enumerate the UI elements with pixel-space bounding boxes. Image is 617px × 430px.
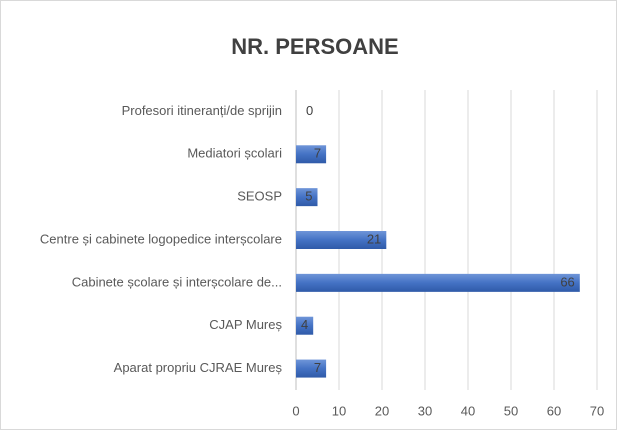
x-tick-label: 10	[332, 403, 346, 418]
y-tick-label: Profesori itineranți/de sprijin	[122, 103, 282, 118]
x-tick-label: 40	[461, 403, 475, 418]
data-label: 7	[314, 360, 321, 375]
data-label: 0	[306, 103, 313, 118]
x-tick-label: 50	[504, 403, 518, 418]
x-tick-label: 60	[547, 403, 561, 418]
data-label: 66	[560, 274, 574, 289]
y-tick-label: CJAP Mureș	[209, 317, 282, 332]
y-tick-label: Cabinete școlare și interșcolare de...	[72, 274, 282, 289]
bar	[296, 273, 580, 292]
y-tick-label: Centre și cabinete logopedice interșcola…	[40, 231, 282, 246]
bar	[296, 145, 327, 164]
bar	[296, 231, 387, 249]
bar	[296, 188, 318, 207]
chart-title: NR. PERSOANE	[231, 34, 398, 59]
data-label: 4	[301, 317, 308, 332]
y-tick-label: SEOSP	[237, 189, 282, 204]
y-tick-label: Aparat propriu CJRAE Mureș	[114, 360, 283, 375]
x-tick-label: 70	[590, 403, 604, 418]
x-tick-label: 0	[292, 403, 299, 418]
x-tick-label: 20	[375, 403, 389, 418]
data-label: 5	[305, 189, 312, 204]
x-tick-label: 30	[418, 403, 432, 418]
data-label: 7	[314, 146, 321, 161]
data-label: 21	[367, 231, 381, 246]
y-tick-label: Mediatori școlari	[187, 146, 282, 161]
bar	[296, 316, 314, 335]
bar	[296, 359, 327, 378]
